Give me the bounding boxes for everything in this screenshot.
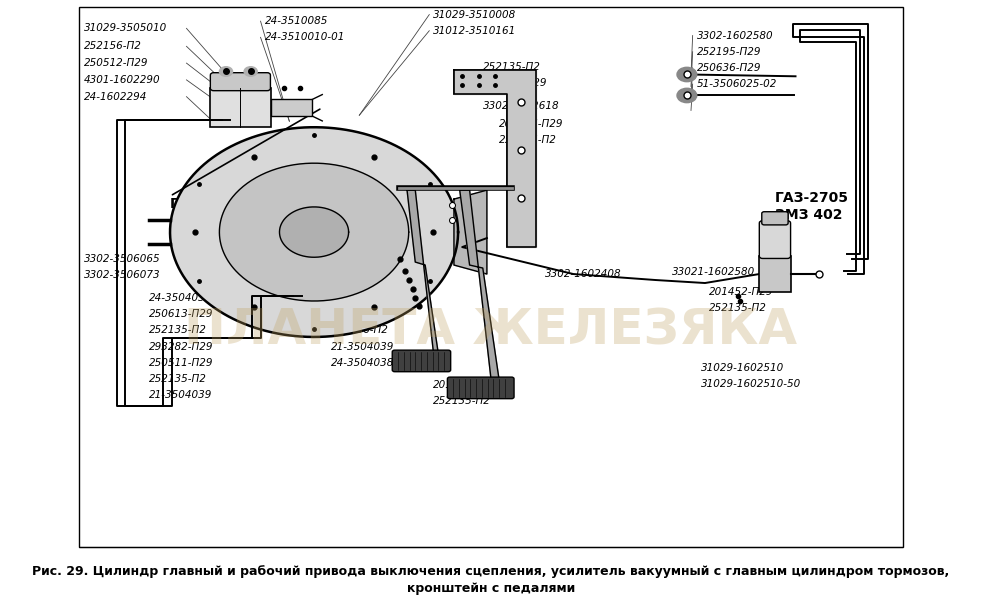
Text: 31029-1602510-50: 31029-1602510-50 [701, 379, 801, 389]
Circle shape [677, 88, 697, 103]
Text: 21-3504039: 21-3504039 [149, 390, 213, 400]
Text: ПЛАНЕТА ЖЕЛЕЗЯКА: ПЛАНЕТА ЖЕЛЕЗЯКА [185, 307, 797, 355]
Text: кронштейн с педалями: кронштейн с педалями [407, 582, 575, 595]
Text: 250613-П29: 250613-П29 [149, 309, 214, 319]
FancyBboxPatch shape [210, 73, 270, 91]
Text: 3302-1602408: 3302-1602408 [544, 269, 622, 279]
Text: 201452-П29: 201452-П29 [709, 287, 774, 297]
Text: 201456-П29: 201456-П29 [499, 119, 564, 129]
Circle shape [219, 67, 233, 76]
FancyBboxPatch shape [454, 70, 536, 95]
Text: Рис. 29. Цилиндр главный и рабочий привода выключения сцепления, усилитель вакуу: Рис. 29. Цилиндр главный и рабочий приво… [32, 565, 950, 579]
Circle shape [677, 67, 697, 82]
Text: 201456-П29: 201456-П29 [433, 380, 498, 390]
FancyBboxPatch shape [759, 256, 791, 292]
FancyBboxPatch shape [508, 70, 536, 247]
Text: ГАЗ-2705: ГАЗ-2705 [170, 197, 244, 211]
FancyBboxPatch shape [759, 221, 791, 258]
Text: 31029-3505010: 31029-3505010 [83, 23, 167, 33]
Text: 250512-П29: 250512-П29 [83, 58, 148, 68]
Text: 33021-1602580: 33021-1602580 [672, 267, 755, 278]
Text: ГАЗ-2705: ГАЗ-2705 [775, 191, 849, 205]
Text: ЗМЗ 402: ЗМЗ 402 [775, 208, 843, 222]
Polygon shape [454, 70, 536, 247]
FancyBboxPatch shape [448, 377, 514, 399]
Text: 252135-П2: 252135-П2 [149, 325, 207, 335]
Text: 31012-3510161: 31012-3510161 [433, 26, 517, 36]
Text: 252195-П29: 252195-П29 [697, 47, 761, 57]
Text: 31029-1602510: 31029-1602510 [701, 363, 784, 373]
Text: 3302-1602618: 3302-1602618 [483, 101, 560, 111]
Text: 31029-3510008: 31029-3510008 [433, 10, 517, 20]
Text: 293282-П29: 293282-П29 [149, 341, 214, 352]
Text: 252135-П2: 252135-П2 [499, 135, 557, 146]
Text: 24-3510085: 24-3510085 [265, 16, 328, 26]
Text: 258024-П29: 258024-П29 [331, 293, 395, 303]
Text: 252135-П2: 252135-П2 [709, 303, 767, 313]
Circle shape [170, 127, 458, 337]
Circle shape [245, 67, 257, 76]
Text: 51-3506025-02: 51-3506025-02 [697, 79, 777, 89]
Polygon shape [408, 190, 438, 354]
Text: 252156-П2: 252156-П2 [83, 42, 141, 51]
Polygon shape [460, 190, 499, 380]
Text: 24-3504038.10: 24-3504038.10 [331, 358, 410, 368]
FancyBboxPatch shape [271, 99, 312, 116]
Text: 3302-3506073: 3302-3506073 [83, 270, 160, 281]
Text: 250510-П29: 250510-П29 [483, 78, 547, 88]
FancyBboxPatch shape [392, 350, 451, 371]
Text: 252135-П2: 252135-П2 [149, 374, 207, 384]
Text: 21-3504039: 21-3504039 [331, 341, 394, 352]
Text: 24-3510010-01: 24-3510010-01 [265, 33, 345, 42]
Text: 250511-П29: 250511-П29 [149, 358, 214, 368]
FancyBboxPatch shape [209, 88, 271, 127]
Text: 4301-1602290: 4301-1602290 [83, 75, 160, 85]
Text: 3302-1602580: 3302-1602580 [697, 31, 774, 40]
Text: 24-1602294: 24-1602294 [83, 92, 147, 102]
Text: 252135-П2: 252135-П2 [433, 396, 491, 406]
FancyBboxPatch shape [762, 212, 789, 225]
Text: 252135-П2: 252135-П2 [483, 62, 541, 72]
Text: ЗМЗ 406: ЗМЗ 406 [170, 214, 238, 228]
Text: 24-3504038: 24-3504038 [149, 293, 213, 303]
Circle shape [219, 163, 409, 301]
Text: 252156-П2: 252156-П2 [331, 325, 389, 335]
Circle shape [280, 207, 349, 257]
Text: 3302-3506065: 3302-3506065 [83, 254, 160, 264]
Polygon shape [454, 190, 487, 274]
Text: 250613-П29: 250613-П29 [331, 309, 395, 319]
Text: 250636-П29: 250636-П29 [697, 63, 761, 73]
